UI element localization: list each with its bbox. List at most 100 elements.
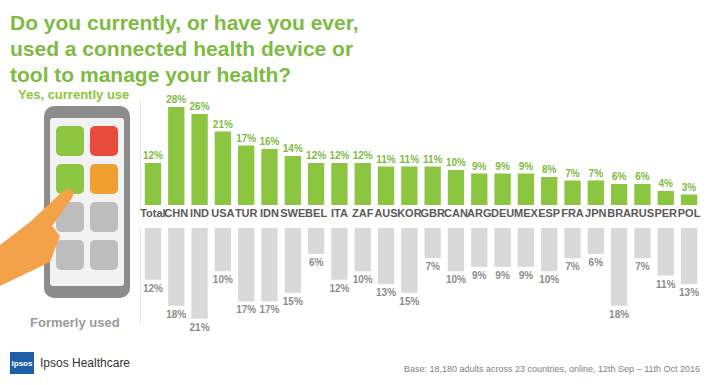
x-tick: ITA	[331, 207, 348, 219]
data-label: 9%	[495, 270, 510, 281]
phone-icon	[90, 164, 118, 194]
phone-icon	[90, 240, 118, 270]
x-tick-label: PER	[654, 207, 677, 219]
y-axis	[140, 229, 141, 324]
data-label: 10%	[446, 157, 466, 168]
bar	[424, 228, 440, 258]
x-tick: CAN	[444, 207, 468, 219]
data-label: 4%	[659, 178, 674, 189]
data-label: 12%	[306, 150, 326, 161]
phone-icon	[90, 126, 118, 156]
bar	[588, 228, 604, 254]
x-tick: ZAF	[352, 207, 374, 219]
data-label: 7%	[589, 168, 604, 179]
bar	[261, 228, 277, 301]
bar	[448, 170, 464, 205]
panel: 12%28%26%21%17%16%14%12%12%12%11%11%11%1…	[18, 87, 701, 219]
bar	[471, 174, 487, 206]
x-tick-label: IND	[190, 207, 209, 219]
bar	[658, 228, 674, 276]
x-tick: USA	[211, 207, 234, 219]
data-label: 18%	[609, 309, 629, 320]
x-tick: Total	[140, 207, 165, 219]
bar	[238, 146, 254, 206]
data-label: 26%	[190, 101, 210, 112]
y-axis-line	[140, 229, 141, 324]
title: Do you currently, or have you ever,used …	[10, 11, 359, 86]
bar	[518, 228, 534, 267]
x-tick-label: ARG	[467, 207, 491, 219]
logo-box	[10, 352, 34, 374]
bar	[658, 191, 674, 205]
bar	[145, 163, 161, 205]
bar	[355, 163, 371, 205]
x-tick-label: IDN	[260, 207, 279, 219]
data-label: 6%	[612, 171, 627, 182]
data-label: 9%	[495, 161, 510, 172]
data-label: 6%	[635, 171, 650, 182]
bar	[541, 177, 557, 205]
data-label: 10%	[539, 274, 559, 285]
data-label: 14%	[283, 143, 303, 154]
x-tick: JPN	[585, 207, 606, 219]
y-axis	[140, 101, 141, 206]
x-tick-label: TUR	[235, 207, 258, 219]
bar	[168, 107, 184, 205]
bar	[494, 174, 510, 206]
phone-icon	[56, 240, 84, 270]
bar	[355, 228, 371, 271]
phone-icon	[56, 126, 84, 156]
x-tick-label: USA	[211, 207, 234, 219]
x-tick-label: BRA	[607, 207, 631, 219]
phone-icon	[90, 202, 118, 232]
x-tick-label: SWE	[280, 207, 305, 219]
x-tick: IDN	[260, 207, 279, 219]
series-label: Yes, currently use	[18, 87, 129, 102]
data-label: 15%	[283, 296, 303, 307]
x-tick: AUS	[374, 207, 397, 219]
x-tick-label: KOR	[397, 207, 422, 219]
chart: Do you currently, or have you ever,used …	[0, 0, 708, 385]
data-label: 12%	[329, 283, 349, 294]
data-label: 11%	[423, 154, 443, 165]
base-note: Base: 18,180 adults across 23 countries,…	[404, 364, 700, 374]
bar	[215, 132, 231, 206]
bar	[634, 184, 650, 205]
bar	[308, 228, 324, 254]
bars	[145, 107, 697, 205]
x-tick-label: Total	[140, 207, 165, 219]
x-tick-label: ITA	[331, 207, 348, 219]
x-tick: RUS	[631, 207, 654, 219]
x-tick-label: CAN	[444, 207, 468, 219]
data-label: 16%	[259, 136, 279, 147]
data-label: 21%	[213, 119, 233, 130]
bar	[681, 228, 697, 284]
x-tick-label: ZAF	[352, 207, 374, 219]
x-tick: IND	[190, 207, 209, 219]
bar	[471, 228, 487, 267]
x-tick: PER	[654, 207, 677, 219]
bar	[401, 228, 417, 293]
x-tick-label: MEX	[514, 207, 539, 219]
bar	[145, 228, 161, 280]
data-label: 10%	[213, 274, 233, 285]
bar	[634, 228, 650, 258]
data-label: 8%	[542, 164, 557, 175]
x-axis: TotalCHNINDUSATURIDNSWEBELITAZAFAUSKORGB…	[140, 207, 700, 219]
bar	[448, 228, 464, 271]
bar	[168, 228, 184, 306]
bar	[494, 228, 510, 267]
x-tick: DEU	[491, 207, 514, 219]
data-label: 7%	[425, 261, 440, 272]
x-tick: GBR	[420, 207, 445, 219]
data-label: 3%	[682, 182, 697, 193]
x-tick: POL	[678, 207, 701, 219]
data-label: 12%	[143, 150, 163, 161]
data-label: 12%	[329, 150, 349, 161]
data-label: 11%	[376, 154, 396, 165]
bar	[191, 114, 207, 205]
data-label: 12%	[143, 283, 163, 294]
data-label: 7%	[635, 261, 650, 272]
x-tick-label: AUS	[374, 207, 397, 219]
data-label: 6%	[309, 257, 324, 268]
